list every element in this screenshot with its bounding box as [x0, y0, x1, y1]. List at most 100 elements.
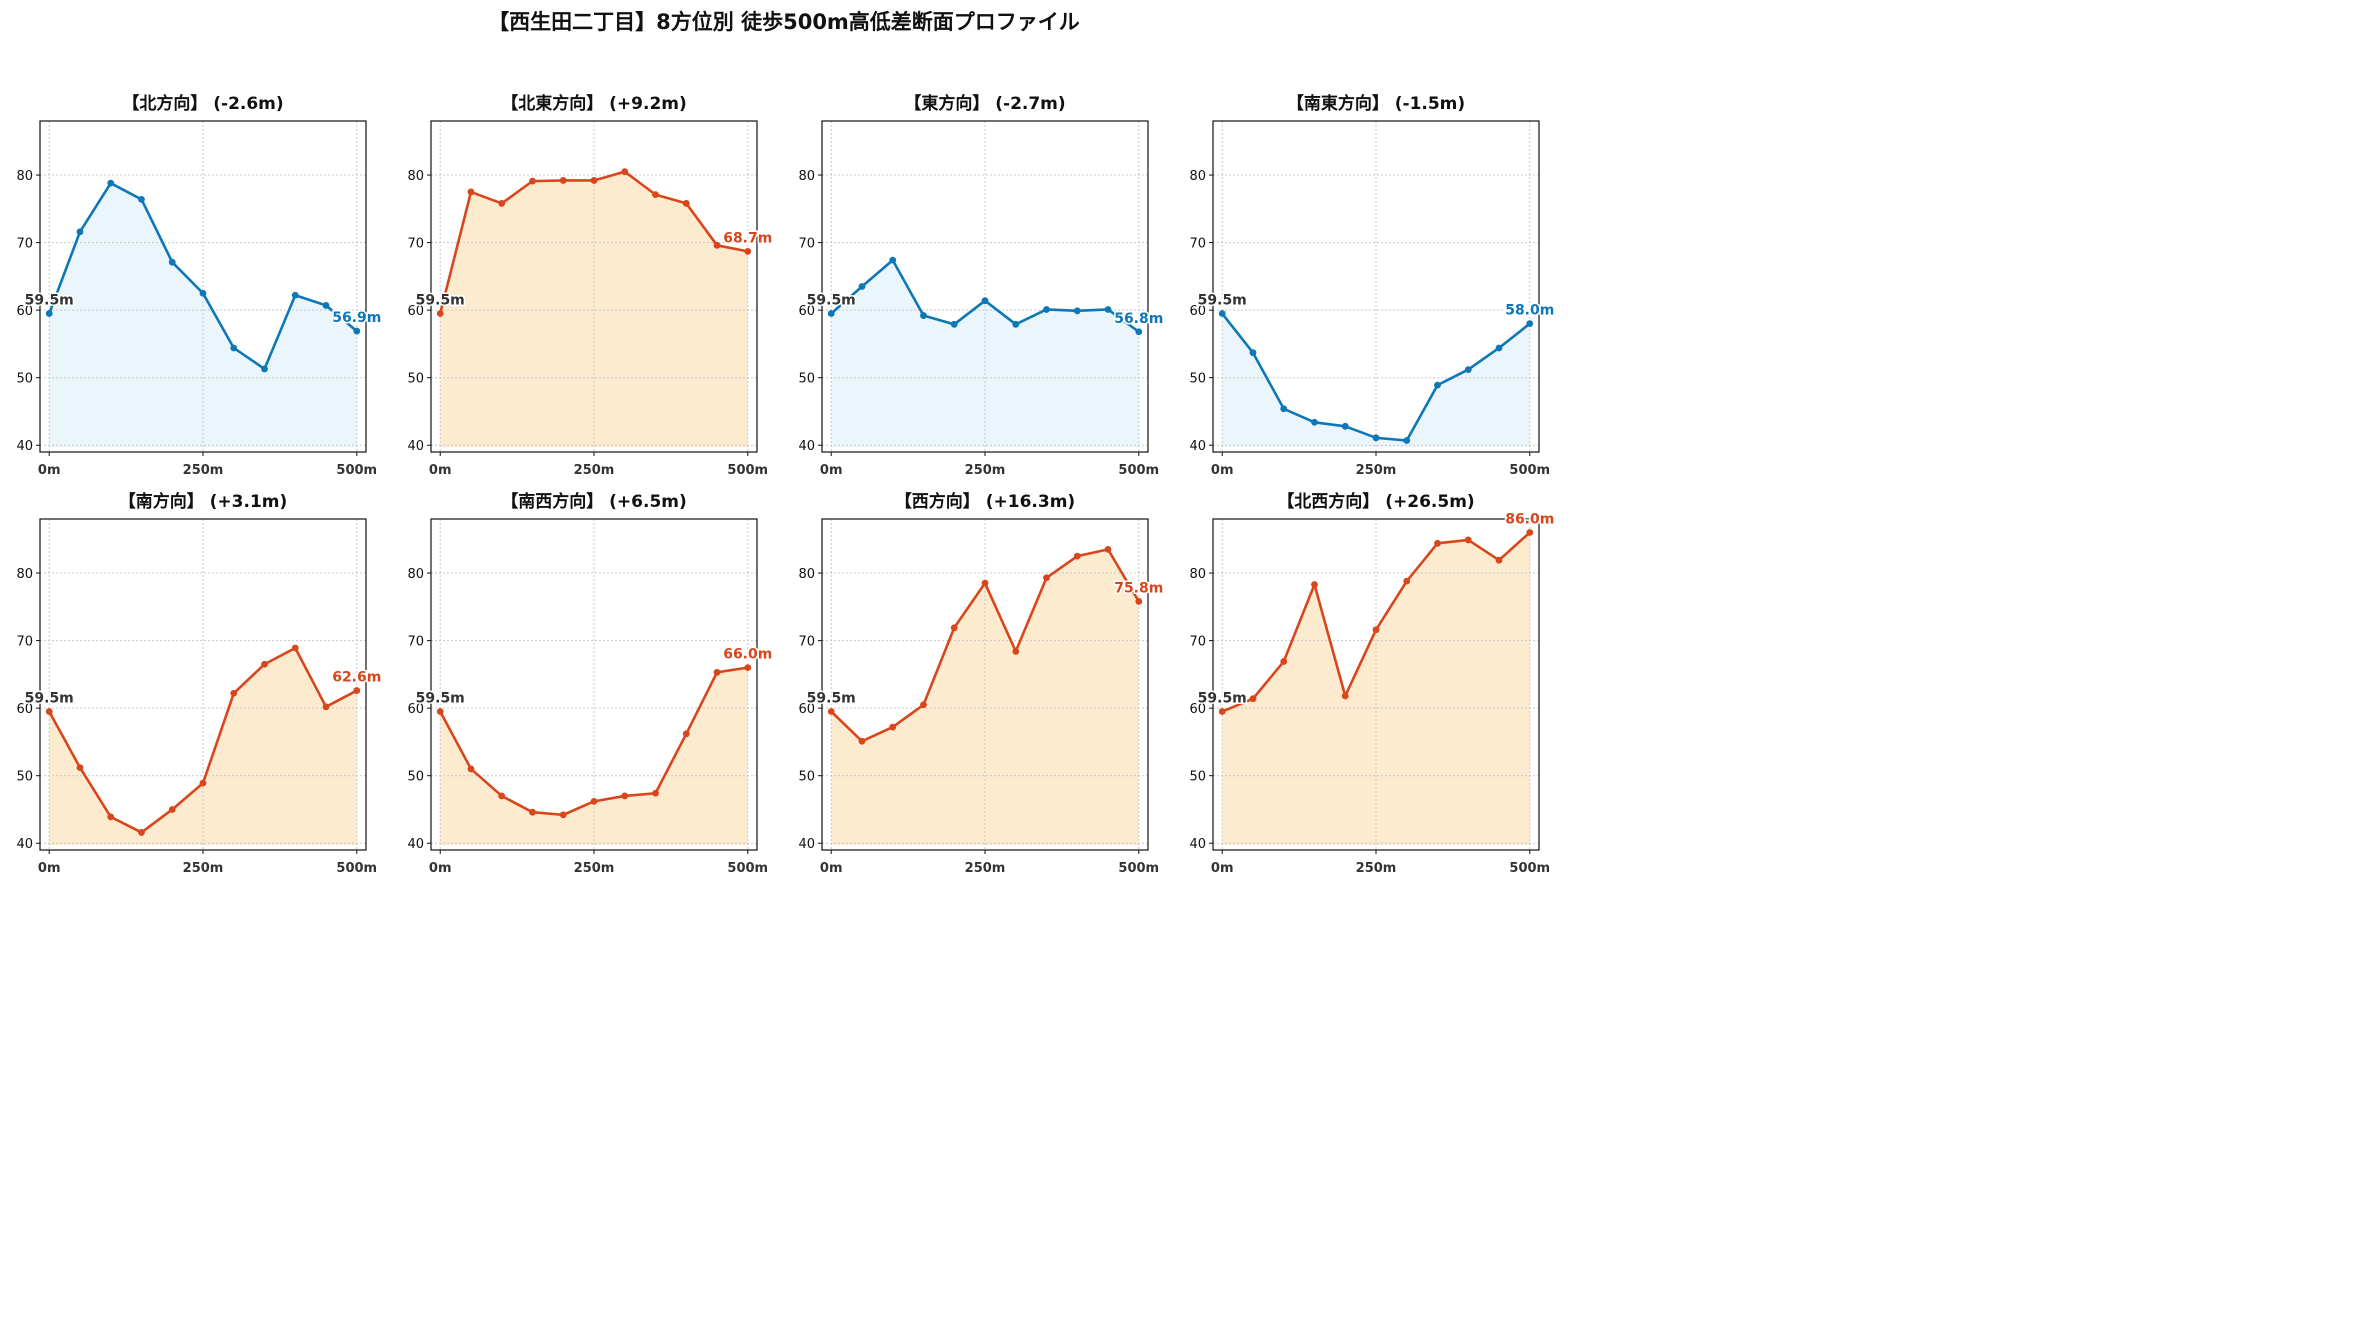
data-point — [1341, 692, 1349, 700]
data-point — [45, 310, 53, 317]
x-tick-label: 500m — [727, 463, 768, 478]
data-point — [1073, 307, 1081, 315]
y-tick-label: 80 — [16, 567, 33, 582]
y-tick-label: 50 — [16, 372, 33, 387]
data-point — [467, 765, 475, 773]
data-point — [1249, 695, 1257, 703]
data-point — [1280, 405, 1288, 413]
x-tick-label: 0m — [429, 463, 452, 478]
x-tick-label: 0m — [38, 861, 61, 876]
start-elevation-label: 59.5m — [807, 691, 856, 707]
data-point — [199, 779, 207, 787]
data-point — [1043, 574, 1050, 582]
data-point — [858, 737, 866, 745]
data-point — [1218, 310, 1226, 317]
start-elevation-label: 59.5m — [1198, 293, 1247, 309]
x-tick-label: 0m — [1211, 861, 1234, 876]
y-tick-label: 70 — [798, 635, 815, 650]
data-point — [1135, 598, 1143, 605]
data-point — [498, 200, 506, 207]
data-point — [1249, 349, 1257, 357]
y-tick-label: 40 — [798, 439, 815, 454]
data-point — [1043, 306, 1050, 313]
data-point — [261, 365, 268, 373]
data-point — [1434, 539, 1441, 547]
data-point — [920, 701, 927, 709]
data-point — [1218, 708, 1226, 715]
profile-chart-4: 【南東方向】 (-1.5m) 40 50 60 70 80 0m 250m 500m 59.5m 5… — [1189, 93, 1555, 478]
y-tick-label: 70 — [798, 237, 815, 252]
data-point — [322, 302, 330, 309]
y-tick-label: 70 — [1189, 635, 1206, 650]
x-tick-label: 250m — [574, 463, 615, 478]
start-elevation-label: 59.5m — [1198, 691, 1247, 707]
data-point — [920, 312, 927, 319]
data-point — [1495, 344, 1503, 352]
end-elevation-label: 56.9m — [332, 310, 381, 326]
data-point — [138, 195, 145, 203]
data-point — [138, 829, 145, 836]
data-point — [621, 168, 629, 176]
chart-title: 【北西方向】 (+26.5m) — [1277, 491, 1474, 512]
data-point — [1403, 437, 1411, 444]
data-point — [230, 689, 238, 697]
data-point — [827, 708, 835, 715]
data-point — [1135, 328, 1143, 336]
data-point — [652, 789, 659, 797]
data-point — [436, 310, 444, 317]
y-tick-label: 50 — [407, 770, 424, 785]
profile-chart-3: 【東方向】 (-2.7m) 40 50 60 70 80 0m 250m 500m 59.5m 56… — [798, 93, 1164, 478]
end-elevation-label: 66.0m — [723, 647, 772, 663]
start-elevation-label: 59.5m — [25, 691, 74, 707]
x-tick-label: 0m — [820, 463, 843, 478]
figure: 【西生田二丁目】8方位別 徒歩500m高低差断面プロファイル 【北方向】 (-2… — [0, 0, 1568, 882]
data-point — [889, 256, 897, 264]
data-point — [981, 297, 989, 305]
chart-title: 【南西方向】 (+6.5m) — [501, 491, 687, 512]
data-point — [467, 188, 475, 196]
data-point — [950, 624, 958, 632]
y-tick-label: 40 — [407, 837, 424, 852]
elevation-area — [49, 183, 357, 448]
start-elevation-label: 59.5m — [807, 293, 856, 309]
data-point — [168, 258, 176, 266]
data-point — [590, 177, 598, 184]
y-tick-label: 70 — [16, 237, 33, 252]
data-point — [713, 241, 721, 249]
data-point — [261, 660, 268, 668]
x-tick-label: 500m — [1509, 463, 1550, 478]
data-point — [1073, 552, 1081, 560]
data-point — [436, 708, 444, 715]
data-point — [1526, 320, 1534, 328]
data-point — [1311, 581, 1318, 588]
y-tick-label: 50 — [798, 770, 815, 785]
data-point — [76, 764, 84, 771]
y-tick-label: 70 — [16, 635, 33, 650]
data-point — [199, 289, 207, 297]
x-tick-label: 0m — [38, 463, 61, 478]
y-tick-label: 60 — [798, 702, 815, 717]
x-tick-label: 500m — [1118, 463, 1159, 478]
figure-title: 【西生田二丁目】8方位別 徒歩500m高低差断面プロファイル — [488, 10, 1080, 34]
x-tick-label: 500m — [1118, 861, 1159, 876]
profile-chart-7: 【西方向】 (+16.3m) 40 50 60 70 80 0m 250m 500m 59.5m 7… — [798, 491, 1164, 876]
y-tick-label: 40 — [798, 837, 815, 852]
y-tick-label: 60 — [407, 702, 424, 717]
y-tick-label: 60 — [16, 702, 33, 717]
data-point — [744, 247, 752, 255]
data-point — [1012, 648, 1020, 655]
data-point — [529, 177, 536, 185]
y-tick-label: 70 — [407, 635, 424, 650]
y-tick-label: 70 — [1189, 237, 1206, 252]
profile-chart-1: 【北方向】 (-2.6m) 40 50 60 70 80 0m 250m 500m 59.5m 56… — [16, 93, 382, 478]
data-point — [590, 797, 598, 805]
y-tick-label: 40 — [16, 439, 33, 454]
data-point — [559, 177, 567, 184]
x-tick-label: 0m — [429, 861, 452, 876]
y-tick-label: 80 — [1189, 169, 1206, 184]
end-elevation-label: 86.0m — [1505, 512, 1554, 528]
y-tick-label: 80 — [407, 567, 424, 582]
chart-title: 【西方向】 (+16.3m) — [895, 491, 1075, 512]
x-tick-label: 0m — [820, 861, 843, 876]
